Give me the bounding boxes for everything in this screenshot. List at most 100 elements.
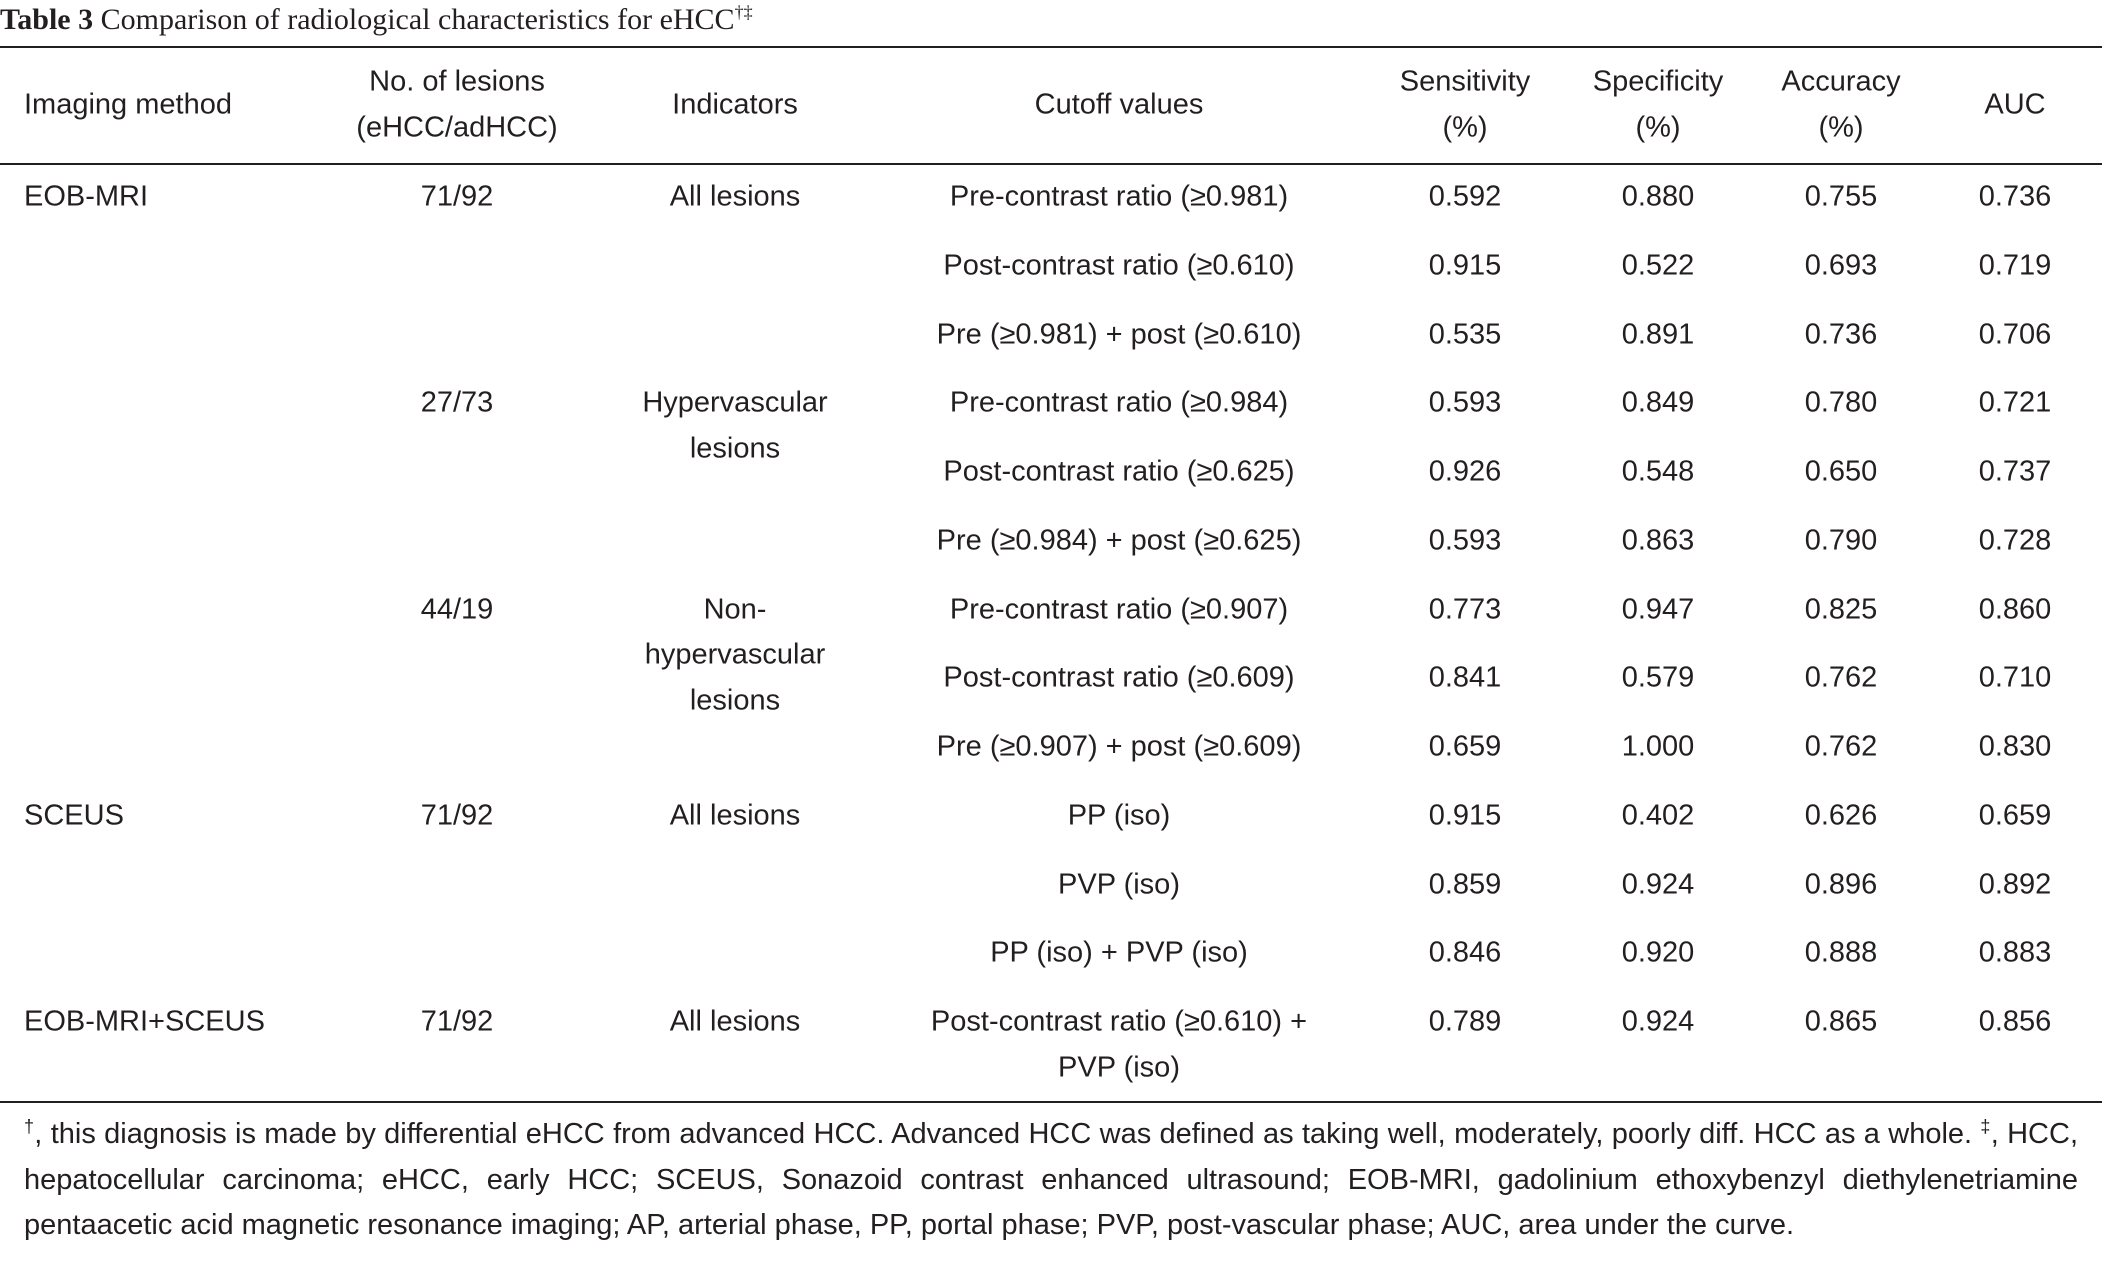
metric-value: 0.706	[1978, 318, 2052, 350]
header-rule	[0, 163, 2102, 165]
metric-value: 0.626	[1804, 799, 1878, 832]
metric-value: 0.891	[1621, 318, 1695, 350]
metric-value: 0.830	[1978, 730, 2052, 763]
metric-value: 0.755	[1804, 180, 1878, 213]
imaging-method: SCEUS	[24, 799, 124, 832]
title-marks: †‡	[734, 2, 753, 22]
metric-value: 0.880	[1621, 180, 1695, 213]
cutoff-value: Pre-contrast ratio (≥0.981)	[949, 180, 1289, 213]
indicator: lesions	[689, 684, 781, 717]
cutoff-value: Pre-contrast ratio (≥0.907)	[949, 593, 1289, 625]
metric-value: 0.926	[1428, 455, 1502, 488]
metric-value: 0.736	[1978, 180, 2052, 213]
cutoff-value: Post-contrast ratio (≥0.625)	[943, 455, 1295, 488]
metric-value: 0.762	[1804, 730, 1878, 763]
header-cell: (%)	[1635, 111, 1681, 144]
metric-value: 0.859	[1428, 868, 1502, 900]
header-cell: AUC	[1984, 88, 2046, 121]
metric-value: 0.762	[1804, 661, 1878, 694]
header-cell: Accuracy	[1781, 65, 1901, 98]
metric-value: 0.719	[1978, 249, 2052, 282]
metric-value: 0.865	[1804, 1005, 1878, 1038]
header-cell: (%)	[1818, 111, 1864, 144]
metric-value: 0.593	[1428, 524, 1502, 557]
cutoff-value: PVP (iso)	[1058, 1051, 1180, 1084]
indicator: Non-	[703, 593, 767, 625]
cutoff-value: PP (iso) + PVP (iso)	[990, 936, 1248, 969]
lesion-count: 71/92	[420, 1005, 494, 1038]
lesion-count: 44/19	[420, 593, 494, 625]
cutoff-value: PP (iso)	[1067, 799, 1171, 832]
header-cell: Sensitivity	[1399, 65, 1531, 98]
indicator: All lesions	[669, 799, 801, 832]
cutoff-value: Pre (≥0.981) + post (≥0.610)	[936, 318, 1302, 350]
imaging-method: EOB-MRI	[24, 180, 149, 213]
table-caption: Comparison of radiological characteristi…	[100, 3, 735, 36]
indicator: All lesions	[669, 1005, 801, 1038]
footnote-text: , HCC, hepatocellular carcinoma; eHCC, e…	[24, 1118, 2079, 1242]
metric-value: 0.659	[1428, 730, 1502, 763]
lesion-count: 71/92	[420, 180, 494, 213]
metric-value: 0.915	[1428, 799, 1502, 832]
header-cell: Specificity	[1592, 65, 1724, 98]
cutoff-value: Pre-contrast ratio (≥0.984)	[949, 386, 1289, 419]
cutoff-value: Post-contrast ratio (≥0.610)	[943, 249, 1295, 282]
metric-value: 0.920	[1621, 936, 1695, 969]
indicator: hypervascular	[644, 638, 826, 671]
lesion-count: 71/92	[420, 799, 494, 832]
metric-value: 0.892	[1978, 868, 2052, 900]
metric-value: 0.896	[1804, 868, 1878, 900]
lesion-count: 27/73	[420, 386, 494, 419]
imaging-method: EOB-MRI+SCEUS	[24, 1005, 265, 1038]
footnote-text: , this diagnosis is made by differential…	[34, 1118, 1981, 1150]
metric-value: 0.522	[1621, 249, 1695, 282]
top-rule	[0, 46, 2102, 48]
cutoff-value: Post-contrast ratio (≥0.609)	[943, 661, 1295, 694]
metric-value: 0.535	[1428, 318, 1502, 350]
metric-value: 0.883	[1978, 936, 2052, 969]
metric-value: 0.659	[1978, 799, 2052, 832]
table-label: Table 3	[0, 3, 94, 36]
metric-value: 0.736	[1804, 318, 1878, 350]
footnote: †, this diagnosis is made by differentia…	[24, 1112, 2078, 1249]
footnote-mark: ‡	[1980, 1116, 1991, 1137]
header-cell: Indicators	[672, 88, 798, 121]
metric-value: 0.710	[1978, 661, 2052, 694]
metric-value: 0.548	[1621, 455, 1695, 488]
metric-value: 0.650	[1804, 455, 1878, 488]
header-cell: No. of lesions	[369, 65, 545, 98]
header-cell: (eHCC/adHCC)	[356, 111, 558, 144]
footnote-mark: †	[24, 1116, 35, 1137]
table-title: Table 3 Comparison of radiological chara…	[0, 2, 753, 37]
metric-value: 0.579	[1621, 661, 1695, 694]
cutoff-value: Post-contrast ratio (≥0.610) +	[930, 1005, 1308, 1038]
metric-value: 0.825	[1804, 593, 1878, 625]
metric-value: 0.693	[1804, 249, 1878, 282]
indicator: lesions	[689, 432, 781, 465]
metric-value: 0.856	[1978, 1005, 2052, 1038]
cutoff-value: Pre (≥0.907) + post (≥0.609)	[936, 730, 1302, 763]
metric-value: 0.841	[1428, 661, 1502, 694]
metric-value: 0.863	[1621, 524, 1695, 557]
metric-value: 0.924	[1621, 1005, 1695, 1038]
metric-value: 0.846	[1428, 936, 1502, 969]
metric-value: 0.947	[1621, 593, 1695, 625]
metric-value: 0.780	[1804, 386, 1878, 419]
header-cell: Imaging method	[24, 88, 232, 121]
header-cell: Cutoff values	[1034, 88, 1204, 121]
metric-value: 0.860	[1978, 593, 2052, 625]
metric-value: 0.790	[1804, 524, 1878, 557]
metric-value: 0.789	[1428, 1005, 1502, 1038]
metric-value: 0.721	[1978, 386, 2052, 419]
metric-value: 0.849	[1621, 386, 1695, 419]
cutoff-value: PVP (iso)	[1058, 868, 1180, 900]
metric-value: 0.924	[1621, 868, 1695, 900]
metric-value: 0.915	[1428, 249, 1502, 282]
metric-value: 0.402	[1621, 799, 1695, 832]
indicator: All lesions	[669, 180, 801, 213]
metric-value: 0.592	[1428, 180, 1502, 213]
metric-value: 0.737	[1978, 455, 2052, 488]
metric-value: 0.773	[1428, 593, 1502, 625]
metric-value: 1.000	[1621, 730, 1695, 763]
